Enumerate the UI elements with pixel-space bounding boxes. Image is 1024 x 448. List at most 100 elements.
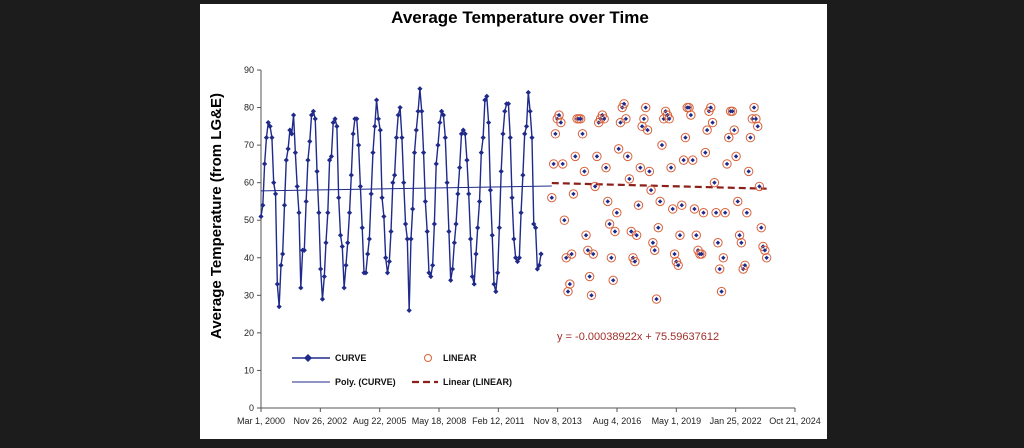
legend-linear-marker <box>424 354 432 362</box>
linear-point <box>713 238 723 248</box>
y-tick-label: 50 <box>244 215 254 225</box>
curve-point <box>356 142 362 148</box>
linear-point <box>729 125 739 135</box>
curve-point <box>464 157 470 163</box>
curve-point <box>350 131 356 137</box>
linear-point <box>754 181 765 192</box>
linear-point <box>684 102 694 113</box>
curve-point <box>431 221 437 227</box>
linear-point <box>736 238 747 248</box>
linear-point <box>734 230 745 240</box>
linear-point-marker <box>582 169 587 174</box>
curve-point <box>505 101 512 107</box>
linear-point <box>688 155 698 165</box>
curve-point <box>471 281 477 287</box>
curve-point <box>292 150 298 156</box>
curve-point <box>442 135 448 141</box>
linear-point <box>623 151 633 162</box>
linear-point <box>577 129 588 139</box>
curve-point <box>509 195 515 201</box>
curve-point <box>305 157 311 163</box>
chart-panel: Average Temperature over Time Average Te… <box>200 4 827 439</box>
linear-point-marker <box>569 251 574 257</box>
linear-point <box>575 114 586 124</box>
curve-point <box>290 112 297 118</box>
linear-point <box>760 245 770 255</box>
linear-point-marker <box>573 154 578 159</box>
linear-point <box>706 102 716 113</box>
curve-point <box>392 172 398 178</box>
linear-point-marker <box>748 135 753 140</box>
curve-point <box>357 183 363 190</box>
legend-item-curve: CURVE <box>292 353 366 363</box>
linear-point-marker <box>638 165 643 170</box>
curve-point <box>296 210 302 216</box>
curve-point <box>274 281 280 287</box>
linear-point-marker <box>701 210 706 215</box>
linear-point <box>651 294 662 304</box>
curve-point <box>446 228 452 235</box>
linear-point <box>613 144 624 154</box>
x-tick-label: Aug 22, 2005 <box>353 416 407 426</box>
curve-point <box>460 127 466 133</box>
linear-point-marker <box>719 289 724 294</box>
curve-point <box>469 273 475 280</box>
linear-point <box>649 245 660 255</box>
curve-point <box>330 119 336 126</box>
linear-point-marker <box>735 199 740 204</box>
linear-point <box>678 155 689 165</box>
curve-point <box>426 270 432 276</box>
linear-point-marker <box>654 296 659 302</box>
linear-point-marker <box>764 255 769 260</box>
linear-point-marker <box>607 221 612 227</box>
linear-point <box>740 260 750 270</box>
linear-point-marker <box>612 229 618 234</box>
linear-point-marker <box>750 116 755 122</box>
linear-point <box>621 114 631 124</box>
curve-point <box>475 225 481 231</box>
curve-point <box>318 266 324 272</box>
linear-point <box>631 230 642 240</box>
linear-point-marker <box>688 112 694 118</box>
curve-point <box>388 228 394 235</box>
linear-point-marker <box>704 127 710 133</box>
curve-point <box>368 191 374 197</box>
linear-point <box>648 238 658 248</box>
linear-point <box>696 249 707 259</box>
linear-point <box>657 140 667 150</box>
linear-point-marker <box>650 240 656 245</box>
curve-point <box>534 266 540 272</box>
curve-point <box>359 225 365 231</box>
linear-point <box>610 226 620 237</box>
curve-point <box>390 180 396 186</box>
curve-point <box>278 262 284 268</box>
curve-point <box>395 112 401 118</box>
linear-point <box>550 129 561 139</box>
curve-point <box>523 123 530 129</box>
curve-point <box>529 135 535 141</box>
linear-point-marker <box>571 191 576 197</box>
curve-point <box>498 168 504 174</box>
linear-point-marker <box>668 165 674 170</box>
curve-point <box>538 251 544 257</box>
linear-point-marker <box>737 233 742 238</box>
curve-point <box>316 210 322 216</box>
linear-point <box>716 286 727 297</box>
x-tick-label: Nov 26, 2002 <box>294 416 348 426</box>
x-tick-label: Oct 21, 2024 <box>769 416 821 426</box>
legend-curve-label: CURVE <box>335 353 366 363</box>
x-tick-label: Mar 1, 2000 <box>237 416 285 426</box>
curve-point <box>346 210 353 216</box>
curve-point <box>473 251 479 257</box>
curve-point <box>536 262 542 268</box>
linear-point <box>586 290 597 301</box>
linear-point-marker <box>549 195 554 200</box>
y-tick-label: 40 <box>244 253 254 263</box>
curve-point <box>258 213 264 220</box>
linear-point <box>641 102 651 113</box>
curve-point <box>489 232 495 238</box>
linear-point <box>677 200 687 210</box>
curve-point <box>413 127 419 133</box>
curve-point <box>271 180 277 186</box>
curve-point <box>307 138 313 144</box>
